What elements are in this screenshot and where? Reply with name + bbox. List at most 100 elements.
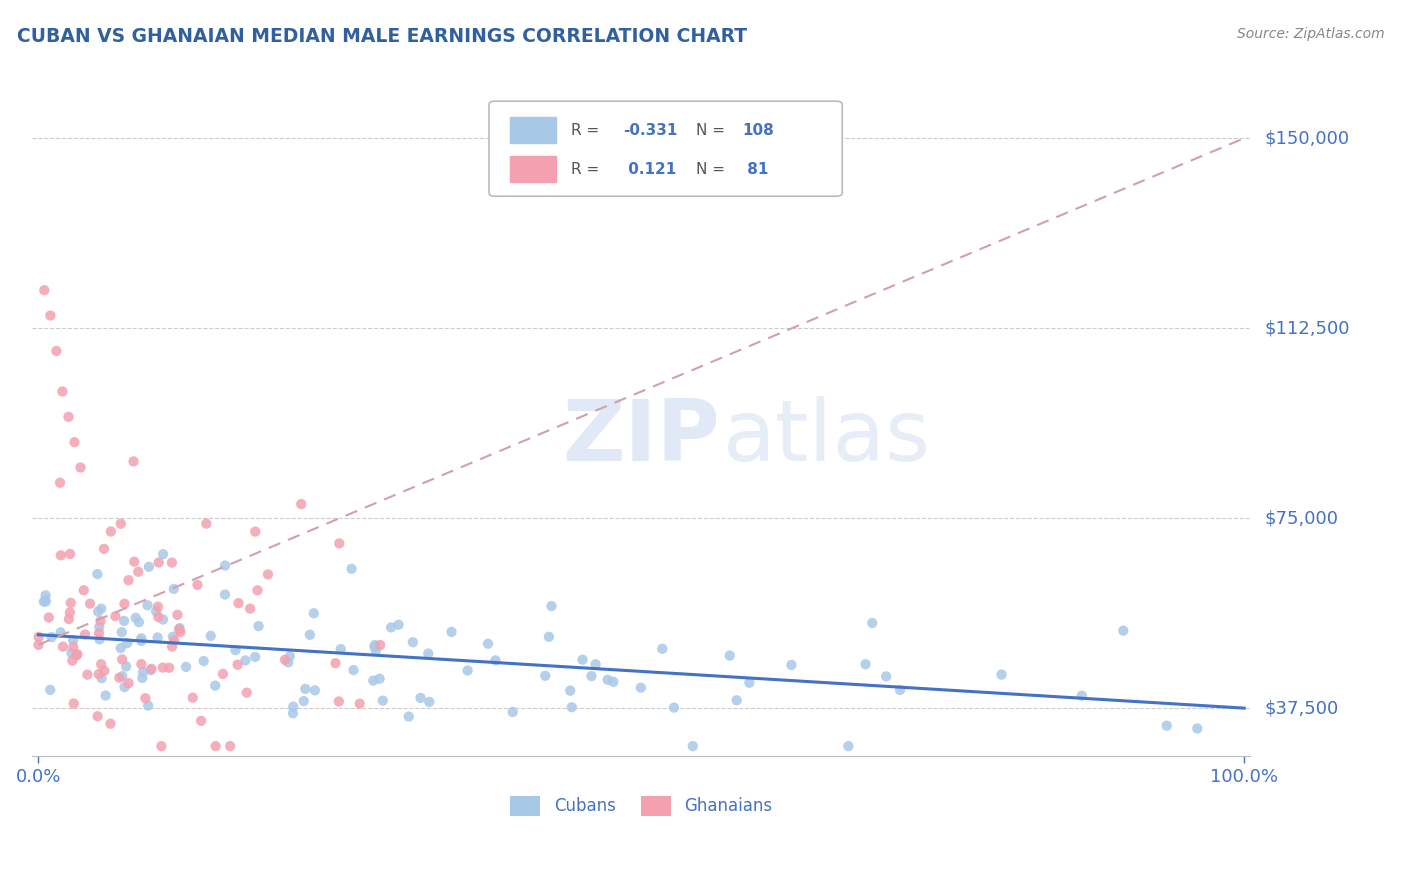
Point (117, 676, 139, 690)
Text: 81: 81 (742, 161, 769, 177)
Point (90, 671, 112, 685)
Point (364, 638, 387, 652)
Text: Source: ZipAtlas.com: Source: ZipAtlas.com (1237, 27, 1385, 41)
Point (277, 656, 299, 670)
Point (585, 657, 607, 672)
Point (52, 640, 75, 654)
Point (34, 588, 56, 602)
Point (219, 739, 242, 753)
Point (278, 649, 301, 664)
Point (115, 659, 138, 673)
Point (58, 612, 80, 626)
Text: $112,500: $112,500 (1265, 319, 1350, 337)
Point (409, 690, 432, 705)
Point (104, 609, 127, 624)
Text: 108: 108 (742, 123, 775, 138)
Point (28, 630, 51, 644)
Point (228, 596, 250, 610)
Text: $150,000: $150,000 (1265, 129, 1350, 147)
Point (166, 607, 188, 622)
Point (110, 641, 132, 656)
Point (152, 612, 174, 626)
Point (204, 679, 226, 693)
Point (371, 694, 394, 708)
Point (111, 652, 134, 666)
Point (174, 660, 197, 674)
Point (112, 614, 135, 628)
Point (477, 637, 499, 651)
Point (86, 709, 108, 723)
Point (32, 595, 55, 609)
Point (89, 620, 111, 634)
Point (73, 583, 96, 598)
Point (725, 693, 748, 707)
Text: $75,000: $75,000 (1265, 509, 1339, 527)
Point (150, 739, 173, 753)
Point (131, 671, 153, 685)
Point (540, 599, 562, 613)
Point (186, 578, 208, 592)
Point (145, 604, 167, 618)
Point (111, 625, 134, 640)
Point (41, 630, 63, 644)
Point (86, 567, 108, 582)
Point (79, 597, 101, 611)
Point (160, 640, 183, 654)
Point (298, 628, 321, 642)
Point (738, 675, 761, 690)
Point (114, 597, 136, 611)
Point (139, 663, 162, 677)
Point (235, 686, 257, 700)
Point (141, 662, 163, 676)
Point (246, 583, 269, 598)
Point (837, 739, 859, 753)
Point (100, 716, 122, 731)
Point (402, 635, 425, 649)
Point (152, 660, 174, 674)
Legend: Cubans, Ghanaians: Cubans, Ghanaians (503, 789, 779, 822)
Point (65, 648, 87, 663)
Point (59, 606, 82, 620)
Point (571, 653, 593, 667)
Point (163, 582, 186, 596)
Point (90, 657, 112, 672)
Point (274, 653, 297, 667)
Point (502, 705, 524, 719)
Point (117, 636, 139, 650)
Point (93, 664, 115, 678)
Point (60, 654, 83, 668)
Text: CUBAN VS GHANAIAN MEDIAN MALE EARNINGS CORRELATION CHART: CUBAN VS GHANAIAN MEDIAN MALE EARNINGS C… (17, 27, 747, 45)
Point (38, 610, 60, 624)
Point (62, 633, 84, 648)
Point (75, 627, 97, 641)
Point (51, 384, 73, 399)
Point (364, 643, 387, 657)
Point (134, 691, 156, 706)
Point (292, 694, 315, 708)
Point (45, 343, 67, 358)
Point (212, 667, 235, 681)
Point (361, 673, 384, 688)
Point (875, 669, 897, 683)
Text: R =: R = (571, 123, 603, 138)
Point (89, 632, 111, 647)
Point (602, 674, 624, 689)
Point (90, 601, 112, 615)
Point (457, 664, 479, 678)
Point (682, 739, 704, 753)
Point (889, 683, 911, 698)
Point (131, 657, 153, 671)
Point (160, 556, 183, 570)
Point (132, 665, 155, 679)
Point (169, 621, 191, 635)
Point (1070, 689, 1092, 703)
Point (87, 667, 110, 681)
Point (49, 625, 72, 640)
Point (35, 594, 58, 608)
Point (304, 683, 326, 698)
Point (129, 633, 152, 648)
Point (195, 516, 218, 531)
Text: R =: R = (571, 161, 603, 177)
Point (190, 714, 212, 728)
Text: 0.121: 0.121 (623, 161, 676, 177)
